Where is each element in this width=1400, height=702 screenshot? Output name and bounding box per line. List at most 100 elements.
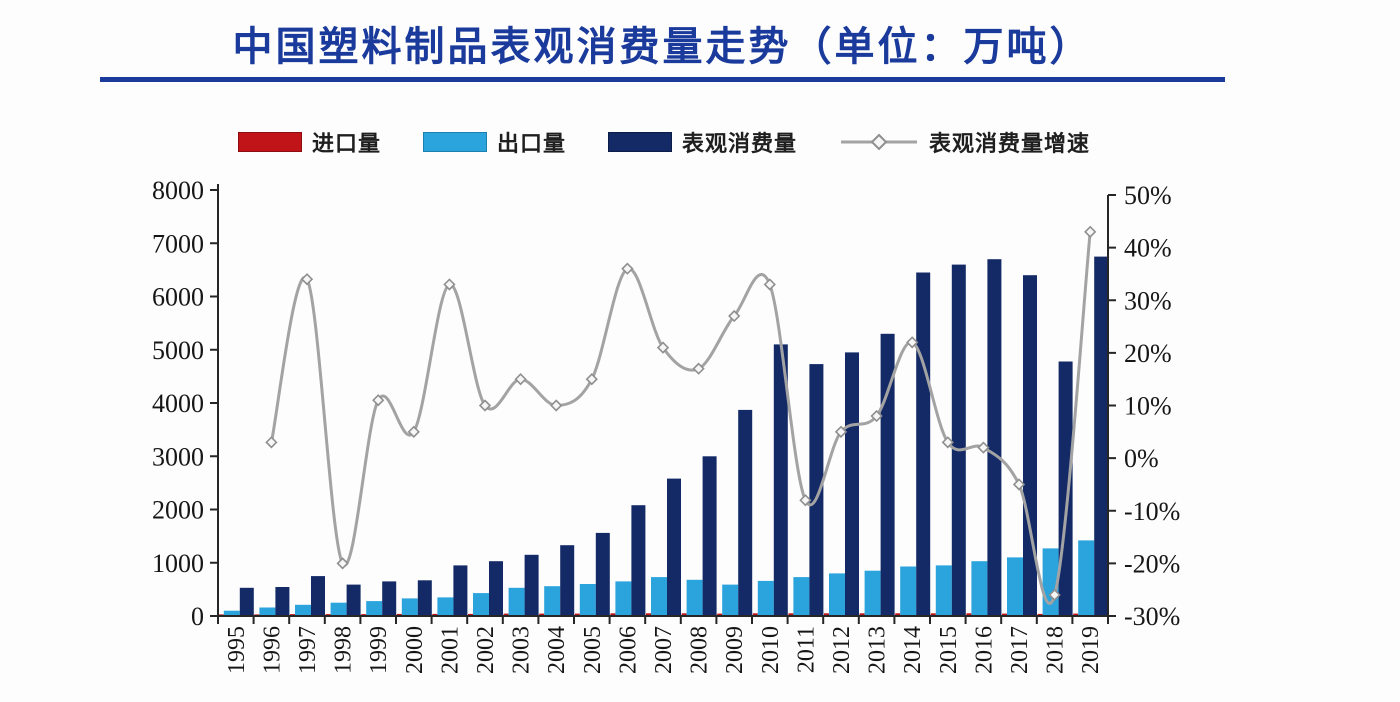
y-axis-left-label: 1000 xyxy=(152,549,204,578)
bar-consumption-1997 xyxy=(311,576,325,616)
bar-imports-2007 xyxy=(646,613,651,616)
x-axis-label: 2019 xyxy=(1078,626,1104,674)
bar-exports-2003 xyxy=(508,587,525,616)
bar-consumption-2005 xyxy=(595,532,610,616)
growth-marker-2015 xyxy=(941,436,954,449)
x-axis-label: 2016 xyxy=(971,626,997,674)
legend-item-growth: 表观消费量增速 xyxy=(839,126,1090,158)
bar-consumption-2011 xyxy=(809,364,824,616)
bar-imports-2006 xyxy=(610,613,616,616)
growth-marker-2000 xyxy=(407,425,420,438)
growth-marker-2019 xyxy=(1084,225,1097,238)
growth-marker-1997 xyxy=(300,273,314,286)
y-axis-right-label: 10% xyxy=(1124,392,1172,421)
legend-item-exports: 出口量 xyxy=(423,126,566,158)
x-axis-label: 2010 xyxy=(758,626,784,674)
bar-imports-2009 xyxy=(717,613,723,616)
growth-marker-2018 xyxy=(1048,588,1061,602)
growth-marker-2006 xyxy=(621,262,634,275)
growth-marker-2012 xyxy=(834,425,848,438)
bar-imports-2002 xyxy=(468,613,473,616)
bar-imports-2013 xyxy=(859,613,865,616)
growth-marker-2017 xyxy=(1012,478,1026,491)
bar-consumption-2019 xyxy=(1094,256,1109,616)
x-axis-label: 2015 xyxy=(936,626,962,674)
y-axis-right-label: 50% xyxy=(1124,181,1172,210)
x-axis-label: 2009 xyxy=(722,626,748,674)
y-axis-right-label: 0% xyxy=(1124,444,1159,473)
x-axis-label: 1997 xyxy=(295,626,321,674)
y-axis-left-label: 7000 xyxy=(152,229,204,258)
bar-exports-2005 xyxy=(579,584,596,616)
y-axis-right-label: 20% xyxy=(1124,339,1172,368)
bar-exports-2011 xyxy=(793,577,810,616)
y-axis-right-label: 30% xyxy=(1124,286,1172,315)
growth-marker-1999 xyxy=(372,394,385,407)
bar-consumption-2016 xyxy=(987,259,1002,616)
bar-exports-1997 xyxy=(295,604,311,616)
x-axis-label: 1998 xyxy=(331,626,357,674)
x-axis-label: 2002 xyxy=(473,626,499,674)
x-axis-label: 2018 xyxy=(1043,626,1069,674)
bar-exports-2006 xyxy=(615,581,632,616)
legend-item-imports: 进口量 xyxy=(238,126,381,158)
legend-item-consumption: 表观消费量 xyxy=(608,126,797,158)
bar-consumption-2015 xyxy=(951,264,966,616)
growth-marker-2005 xyxy=(585,373,598,386)
bar-consumption-2004 xyxy=(560,545,575,616)
bar-exports-2017 xyxy=(1007,557,1023,616)
y-axis-left-label: 5000 xyxy=(152,336,204,365)
bar-exports-2019 xyxy=(1078,540,1095,616)
page-title: 中国塑料制品表观消费量走势（单位：万吨） xyxy=(232,25,1093,69)
x-axis-label: 2007 xyxy=(651,626,677,674)
x-axis-label: 2011 xyxy=(793,626,819,673)
bar-imports-2014 xyxy=(895,613,901,616)
x-axis-label: 2017 xyxy=(1007,626,1033,674)
bar-imports-2018 xyxy=(1037,613,1043,616)
exports-swatch-icon xyxy=(423,132,488,152)
growth-marker-2007 xyxy=(656,341,670,354)
bar-imports-2010 xyxy=(752,613,758,616)
consumption-swatch-icon xyxy=(608,132,673,152)
legend-label-exports: 出口量 xyxy=(497,131,567,156)
y-axis-right-label: -30% xyxy=(1124,602,1180,631)
bar-consumption-2001 xyxy=(453,565,468,616)
growth-marker-2002 xyxy=(478,399,492,412)
bar-imports-2004 xyxy=(539,613,545,616)
bar-exports-2013 xyxy=(864,570,881,616)
bar-imports-2008 xyxy=(681,613,687,616)
bar-imports-2015 xyxy=(930,613,936,616)
growth-marker-2008 xyxy=(692,362,705,375)
growth-marker-2016 xyxy=(977,441,990,454)
bar-imports-2003 xyxy=(503,613,509,616)
bar-consumption-2010 xyxy=(773,344,788,616)
growth-marker-2014 xyxy=(906,336,919,349)
legend-label-consumption: 表观消费量 xyxy=(682,131,798,156)
bar-exports-2014 xyxy=(900,566,917,616)
title-underline xyxy=(100,77,1225,82)
x-axis-label: 2013 xyxy=(865,626,891,674)
bar-imports-2005 xyxy=(574,613,580,616)
legend-label-growth: 表观消费量增速 xyxy=(929,131,1091,156)
bar-consumption-2017 xyxy=(1023,275,1037,616)
bar-exports-1998 xyxy=(330,602,347,616)
x-axis-label: 2008 xyxy=(687,626,713,674)
bar-exports-2002 xyxy=(473,593,489,616)
imports-swatch-icon xyxy=(238,132,302,152)
bar-imports-2017 xyxy=(1002,613,1007,616)
x-axis-label: 1996 xyxy=(259,626,285,674)
y-axis-right-label: -20% xyxy=(1124,549,1180,578)
x-axis-label: 2012 xyxy=(829,626,855,674)
x-axis-label: 2006 xyxy=(615,626,641,674)
growth-marker-2001 xyxy=(443,278,456,291)
bar-consumption-2003 xyxy=(524,554,539,616)
x-axis-label: 2014 xyxy=(900,626,926,674)
legend: 进口量 出口量 表观消费量 表观消费量增速 xyxy=(238,126,1090,158)
bar-consumption-2009 xyxy=(738,409,753,616)
bar-consumption-2008 xyxy=(702,456,717,617)
bar-exports-2004 xyxy=(544,586,561,616)
bar-consumption-1999 xyxy=(382,581,397,616)
growth-marker-2010 xyxy=(763,278,776,291)
bar-exports-2000 xyxy=(401,598,418,616)
